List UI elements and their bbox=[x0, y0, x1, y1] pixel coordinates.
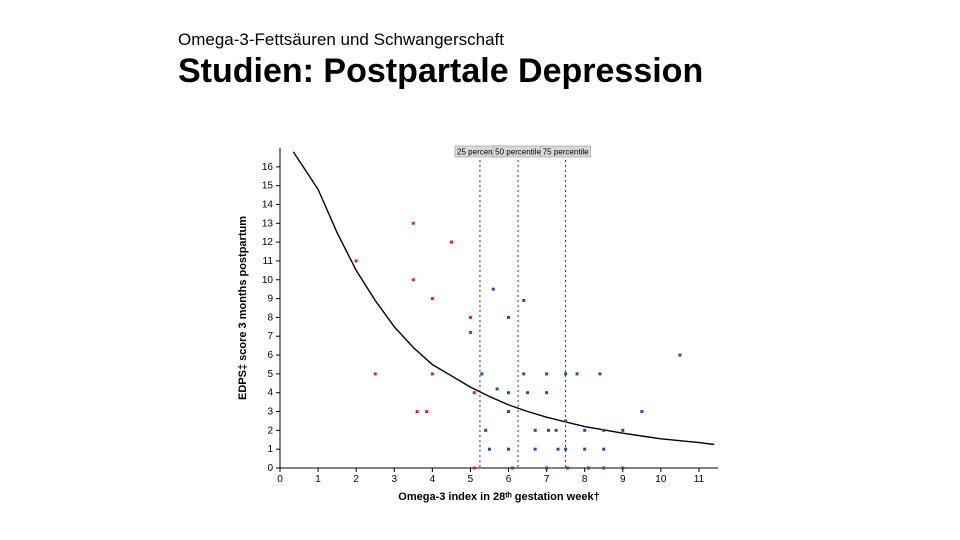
svg-text:8: 8 bbox=[267, 312, 273, 323]
svg-text:11: 11 bbox=[263, 256, 274, 267]
data-point bbox=[425, 410, 428, 413]
svg-text:16: 16 bbox=[262, 162, 274, 173]
svg-text:8: 8 bbox=[582, 474, 588, 485]
scatter-chart: 01234567891011012345678910111213141516Om… bbox=[230, 130, 730, 510]
data-point bbox=[492, 288, 495, 291]
data-point bbox=[355, 259, 358, 262]
data-point bbox=[545, 467, 548, 470]
svg-text:9: 9 bbox=[267, 294, 273, 305]
svg-text:75 percentile: 75 percentile bbox=[543, 148, 589, 157]
data-point bbox=[598, 372, 601, 375]
svg-text:11: 11 bbox=[694, 474, 705, 485]
data-point bbox=[522, 372, 525, 375]
svg-text:7: 7 bbox=[267, 331, 273, 342]
svg-text:2: 2 bbox=[353, 474, 359, 485]
svg-text:2: 2 bbox=[267, 425, 273, 436]
svg-text:10: 10 bbox=[655, 474, 667, 485]
svg-text:15: 15 bbox=[262, 181, 274, 192]
svg-text:6: 6 bbox=[506, 474, 512, 485]
data-point bbox=[564, 372, 567, 375]
main-title: Studien: Postpartale Depression bbox=[178, 52, 703, 91]
data-point bbox=[555, 429, 558, 432]
data-point bbox=[602, 467, 605, 470]
data-point bbox=[473, 391, 476, 394]
data-point bbox=[545, 391, 548, 394]
data-point bbox=[564, 419, 567, 422]
svg-text:10: 10 bbox=[262, 275, 274, 286]
svg-text:0: 0 bbox=[267, 463, 273, 474]
data-point bbox=[526, 391, 529, 394]
data-point bbox=[469, 316, 472, 319]
data-point bbox=[640, 410, 643, 413]
data-point bbox=[576, 372, 579, 375]
svg-text:12: 12 bbox=[262, 237, 274, 248]
data-point bbox=[507, 410, 510, 413]
svg-text:50 percentile: 50 percentile bbox=[495, 148, 541, 157]
data-point bbox=[450, 241, 453, 244]
data-point bbox=[374, 372, 377, 375]
svg-text:1: 1 bbox=[315, 474, 321, 485]
data-point bbox=[507, 316, 510, 319]
data-point bbox=[496, 387, 499, 390]
data-point bbox=[602, 429, 605, 432]
svg-text:9: 9 bbox=[620, 474, 626, 485]
svg-text:13: 13 bbox=[262, 218, 274, 229]
data-point bbox=[621, 429, 624, 432]
pre-title: Omega-3-Fettsäuren und Schwangerschaft bbox=[178, 30, 504, 50]
data-point bbox=[602, 448, 605, 451]
svg-text:3: 3 bbox=[391, 474, 397, 485]
data-point bbox=[566, 467, 569, 470]
data-point bbox=[534, 429, 537, 432]
x-axis-label: Omega-3 index in 28ᵗʰ gestation week† bbox=[398, 491, 599, 503]
y-axis-label: EDPS‡ score 3 months postpartum bbox=[237, 216, 249, 400]
svg-text:7: 7 bbox=[544, 474, 550, 485]
data-point bbox=[522, 299, 525, 302]
svg-text:1: 1 bbox=[267, 444, 273, 455]
slide: Omega-3-Fettsäuren und Schwangerschaft S… bbox=[0, 0, 960, 540]
data-point bbox=[583, 448, 586, 451]
svg-text:4: 4 bbox=[430, 474, 436, 485]
data-point bbox=[511, 467, 514, 470]
svg-text:4: 4 bbox=[267, 388, 273, 399]
data-point bbox=[488, 448, 491, 451]
data-point bbox=[557, 448, 560, 451]
data-point bbox=[564, 448, 567, 451]
data-point bbox=[416, 410, 419, 413]
svg-text:5: 5 bbox=[468, 474, 474, 485]
data-point bbox=[547, 429, 550, 432]
data-point bbox=[484, 429, 487, 432]
data-point bbox=[507, 448, 510, 451]
data-point bbox=[412, 222, 415, 225]
data-point bbox=[534, 448, 537, 451]
data-point bbox=[507, 391, 510, 394]
svg-text:14: 14 bbox=[262, 199, 274, 210]
data-point bbox=[678, 354, 681, 357]
data-point bbox=[480, 372, 483, 375]
svg-text:6: 6 bbox=[267, 350, 273, 361]
data-point bbox=[473, 467, 476, 470]
data-point bbox=[621, 467, 624, 470]
svg-text:0: 0 bbox=[277, 474, 283, 485]
data-point bbox=[431, 297, 434, 300]
data-point bbox=[469, 331, 472, 334]
data-point bbox=[587, 467, 590, 470]
data-point bbox=[431, 372, 434, 375]
data-point bbox=[583, 429, 586, 432]
data-point bbox=[545, 372, 548, 375]
data-point bbox=[412, 278, 415, 281]
svg-text:5: 5 bbox=[267, 369, 273, 380]
svg-text:3: 3 bbox=[267, 407, 273, 418]
